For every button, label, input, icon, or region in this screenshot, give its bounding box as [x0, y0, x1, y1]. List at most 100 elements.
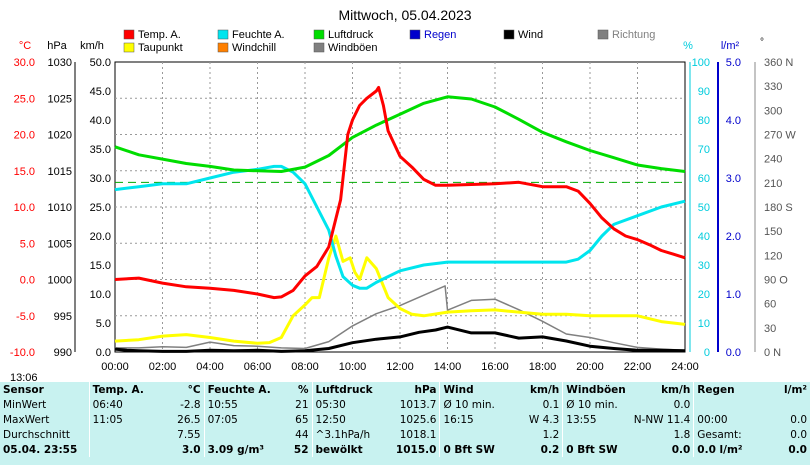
- series-taupunkt: [114, 234, 686, 345]
- y-tick-wind: 0.0: [96, 347, 111, 359]
- y-tick-press: 1020: [48, 130, 72, 142]
- y-tick-press: 1010: [48, 202, 72, 214]
- stats-cell: km/h: [661, 383, 691, 396]
- stats-cell: 7.55: [177, 428, 201, 441]
- stats-cell: Feuchte A.: [203, 382, 276, 397]
- weather-chart: Mittwoch, 05.04.2023 Temp. A. Feuchte A. L…: [10, 7, 796, 382]
- y-tick-dir: 180 S: [764, 202, 793, 214]
- y-tick-hum: 0: [704, 347, 710, 359]
- y-tick-dir: 0 N: [764, 347, 781, 359]
- y-tick-hum: 100: [692, 57, 710, 69]
- y-tick-press: 1000: [48, 275, 72, 287]
- y-tick-dir: 60: [764, 299, 776, 311]
- axis-unit-temp: °C: [19, 40, 31, 52]
- y-tick-press: 1030: [48, 57, 72, 69]
- legend-label: Regen: [424, 29, 456, 41]
- y-tick-hum: 80: [698, 115, 710, 127]
- stats-row: MaxWert 11:05 26.5 07:05 65 12:50 1025.6 16:15 W…: [0, 412, 810, 427]
- stats-cell: 1.2: [542, 428, 560, 441]
- y-tick-rain: 4.0: [726, 115, 741, 127]
- legend-label: Feuchte A.: [232, 29, 285, 41]
- stats-cell: 0.0: [673, 398, 691, 411]
- y-tick-hum: 90: [698, 86, 710, 98]
- stats-cell: %: [297, 383, 309, 396]
- stats-cell: 0 Bft SW: [562, 442, 631, 457]
- y-tick-press: 1005: [48, 238, 72, 250]
- stats-cell: W 4.3: [528, 413, 560, 426]
- stats-cell: bewölkt: [311, 442, 382, 457]
- y-tick-hum: 50: [698, 202, 710, 214]
- stats-cell: 07:05: [203, 412, 276, 427]
- y-tick-press: 990: [54, 347, 72, 359]
- y-tick-rain: 3.0: [726, 173, 741, 185]
- stats-cell: 11:05: [88, 412, 154, 427]
- legend-label: Luftdruck: [328, 29, 374, 41]
- legend-label: Taupunkt: [138, 42, 183, 54]
- axes: 30.025.020.015.010.05.00.0-5.0-10.010301…: [10, 57, 796, 359]
- stats-row: MinWert 06:40 -2.8 10:55 21 05:30 1013.7 Ø 10 m…: [0, 397, 810, 412]
- stats-cell: 3.09 g/m³: [203, 442, 276, 457]
- stats-cell: Wind: [439, 382, 513, 397]
- y-tick-temp: 10.0: [14, 202, 35, 214]
- y-tick-dir: 150: [764, 226, 782, 238]
- y-tick-wind: 40.0: [90, 115, 111, 127]
- stats-cell: km/h: [530, 383, 560, 396]
- legend-swatch: [313, 42, 325, 53]
- y-tick-dir: 30: [764, 323, 776, 335]
- series-temp-a-: [114, 85, 686, 300]
- stats-cell: 00:00: [693, 412, 765, 427]
- stats-cell: 10:55: [203, 397, 276, 412]
- legend-swatch: [123, 29, 135, 40]
- x-tick-label: 04:00: [196, 361, 224, 373]
- stats-panel: Sensor Temp. A. °C Feuchte A.% Luftdruck hPa W…: [0, 382, 810, 465]
- y-tick-hum: 20: [698, 289, 710, 301]
- legend-swatch: [313, 29, 325, 40]
- stats-cell: Sensor: [3, 383, 44, 396]
- stats-cell: [88, 442, 154, 457]
- y-tick-dir: 240: [764, 154, 782, 166]
- stats-cell: °C: [187, 383, 201, 396]
- y-tick-temp: 15.0: [14, 166, 35, 178]
- stats-cell: 1.8: [673, 428, 691, 441]
- stats-cell: [88, 427, 154, 442]
- stats-cell: [765, 397, 810, 412]
- x-tick-label: 20:00: [576, 361, 604, 373]
- stats-cell: 0.0: [790, 428, 807, 441]
- y-tick-temp: 20.0: [14, 130, 35, 142]
- y-tick-wind: 5.0: [96, 318, 111, 330]
- legend-swatch: [217, 29, 229, 40]
- x-tick-label: 16:00: [481, 361, 509, 373]
- stats-cell: 1018.1: [399, 428, 437, 441]
- legend: Temp. A. Feuchte A. Luftdruck Regen Wind Rich…: [123, 29, 655, 54]
- legend-swatch: [597, 29, 609, 40]
- stats-cell: 12:50: [311, 412, 382, 427]
- stats-cell: 1025.6: [399, 413, 437, 426]
- y-tick-rain: 2.0: [726, 231, 741, 243]
- axis-unit-dir: °: [760, 37, 764, 48]
- y-tick-hum: 30: [698, 260, 710, 272]
- axis-unit-rain: l/m²: [721, 40, 740, 52]
- stats-cell: 0.0: [790, 413, 807, 426]
- legend-label: Wind: [518, 29, 543, 41]
- axis-units: °C hPa km/h% l/m² °: [19, 37, 764, 52]
- stats-cell: [693, 397, 765, 412]
- stats-cell: 65: [295, 413, 309, 426]
- stats-cell: 0.0: [788, 443, 807, 456]
- stats-cell: MinWert: [3, 398, 47, 411]
- x-tick-label: 18:00: [529, 361, 557, 373]
- y-tick-press: 1015: [48, 166, 72, 178]
- stats-cell: 05.04. 23:55: [3, 443, 78, 456]
- axis-unit-press: hPa: [47, 40, 67, 52]
- x-tick-label: 00:00: [101, 361, 129, 373]
- stats-cell: 44: [295, 428, 309, 441]
- stats-row: 05.04. 23:55 3.0 3.09 g/m³ 52 bewölkt 1015.0 0…: [0, 442, 810, 457]
- stats-cell: 0.1: [542, 398, 560, 411]
- y-tick-hum: 70: [698, 144, 710, 156]
- stats-cell: MaxWert: [3, 413, 50, 426]
- stats-cell: Luftdruck: [311, 382, 382, 397]
- legend-label: Richtung: [612, 29, 655, 41]
- x-tick-label: 02:00: [149, 361, 177, 373]
- x-tick-label: 24:00: [671, 361, 699, 373]
- y-tick-temp: -5.0: [16, 311, 35, 323]
- y-tick-dir: 270 W: [764, 130, 796, 142]
